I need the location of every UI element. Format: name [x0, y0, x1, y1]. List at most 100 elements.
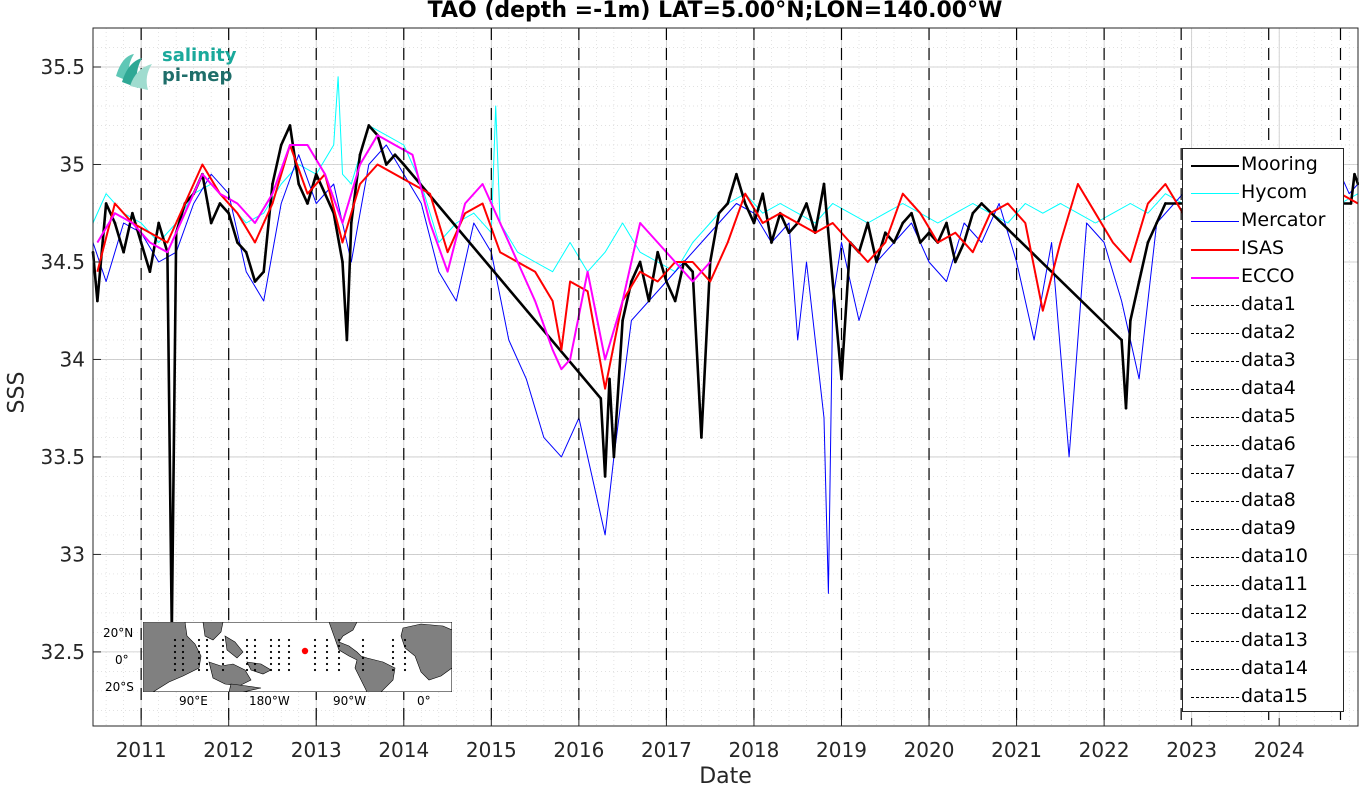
inset-buoy-dot — [269, 644, 273, 648]
mooring-point — [971, 211, 975, 215]
mooring-point — [1137, 280, 1141, 283]
series-line-mercator — [92, 144, 1359, 594]
y-tick-label: 32.5 — [40, 640, 85, 664]
inset-buoy-dot — [269, 650, 273, 654]
mooring-point — [980, 202, 983, 205]
legend-swatch — [1191, 333, 1239, 334]
mooring-point — [104, 202, 108, 205]
inset-buoy-dot — [403, 650, 407, 654]
mooring-point — [770, 241, 773, 244]
mooring-point — [358, 153, 362, 157]
x-tick-label: 2018 — [728, 738, 779, 762]
inset-xtick-180w: 180°W — [249, 694, 290, 708]
mooring-point — [1146, 241, 1150, 244]
mooring-point — [603, 475, 607, 478]
inset-buoy-dot — [287, 644, 291, 648]
x-tick-label: 2021 — [991, 738, 1042, 762]
mooring-point — [630, 280, 633, 283]
inset-buoy-dot — [391, 638, 395, 642]
mooring-point — [1120, 338, 1123, 342]
inset-buoy-dot — [181, 650, 185, 654]
mooring-point — [393, 153, 397, 157]
mooring-point — [954, 260, 957, 264]
inset-buoy-dot — [391, 662, 395, 666]
inset-buoy-dot — [253, 662, 257, 666]
x-tick-label: 2024 — [1254, 738, 1305, 762]
inset-buoy-dot — [313, 644, 317, 648]
legend-swatch — [1191, 613, 1239, 614]
inset-buoy-dot — [173, 638, 177, 642]
inset-buoy-dot — [221, 668, 225, 672]
inset-buoy-dot — [337, 662, 341, 666]
legend-label: data10 — [1241, 545, 1308, 567]
inset-buoy-dot — [245, 662, 249, 666]
inset-buoy-dot — [403, 668, 407, 672]
mooring-point — [345, 338, 349, 342]
legend-swatch — [1191, 445, 1239, 446]
inset-buoy-dot — [337, 668, 341, 672]
inset-buoy-dot — [245, 650, 249, 654]
inset-buoy-dot — [361, 656, 365, 660]
inset-buoy-dot — [325, 662, 329, 666]
inset-buoy-dot — [253, 656, 257, 660]
legend-swatch — [1191, 529, 1239, 530]
inset-buoy-dot — [287, 650, 291, 654]
mooring-point — [1129, 319, 1132, 322]
y-tick-label: 34.5 — [40, 250, 85, 274]
mooring-point — [306, 202, 309, 205]
inset-buoy-dot — [181, 638, 185, 642]
inset-buoy-dot — [313, 656, 317, 660]
inset-buoy-dot — [221, 650, 225, 654]
inset-buoy-dot — [245, 668, 249, 672]
inset-buoy-dot — [313, 662, 317, 666]
inset-buoy-dot — [173, 662, 177, 666]
y-tick-label: 35 — [60, 152, 85, 176]
legend-item-data13: data13 — [1183, 628, 1343, 656]
mooring-point — [831, 280, 835, 283]
mooring-point — [1349, 202, 1353, 205]
inset-buoy-dot — [221, 662, 225, 666]
legend-swatch — [1191, 221, 1239, 222]
mooring-point — [271, 182, 274, 186]
legend-item-data2: data2 — [1183, 320, 1343, 348]
inset-buoy-dot — [277, 644, 281, 648]
legend-item-ecco: ECCO — [1183, 264, 1343, 292]
x-tick-label: 2020 — [904, 738, 955, 762]
axes-box — [92, 27, 1359, 727]
x-tick-label: 2015 — [466, 738, 517, 762]
mooring-point — [822, 182, 826, 186]
inset-buoy-dot — [253, 650, 257, 654]
inset-buoy-dot — [181, 668, 185, 672]
inset-buoy-dot — [337, 638, 341, 642]
mooring-point — [279, 143, 283, 147]
mooring-point — [1164, 202, 1167, 205]
legend-label: data3 — [1241, 349, 1296, 371]
inset-buoy-dot — [205, 638, 209, 642]
legend-item-data11: data11 — [1183, 572, 1343, 600]
inset-buoy-dot — [325, 644, 329, 648]
mooring-point — [656, 250, 659, 254]
mooring-point — [1353, 172, 1356, 176]
inset-buoy-dot — [173, 668, 177, 672]
mooring-point — [647, 299, 651, 303]
inset-buoy-dot — [403, 656, 407, 660]
legend-item-hycom: Hycom — [1183, 180, 1343, 208]
x-tick-label: 2019 — [816, 738, 867, 762]
logo-text-salinity: salinity — [162, 45, 237, 66]
inset-buoy-dot — [245, 638, 249, 642]
logo-waves-icon — [116, 54, 152, 90]
x-axis-label: Date — [699, 764, 752, 789]
legend-swatch — [1191, 277, 1239, 279]
axes: 32.5 33 33.5 34 34.5 35 35.5 2011 2012 2013 2014 20… — [40, 27, 1359, 762]
salinity-pimep-logo: salinity pi-mep — [112, 46, 242, 94]
mooring-point — [262, 270, 266, 274]
mooring-point — [236, 241, 239, 244]
legend-item-data15: data15 — [1183, 684, 1343, 712]
mooring-point — [735, 172, 738, 176]
legend-swatch — [1191, 669, 1239, 670]
mooring-point — [883, 231, 887, 235]
mooring-point — [787, 231, 791, 235]
legend-label: Mercator — [1241, 209, 1326, 231]
mooring-point — [608, 377, 611, 381]
mooring-point — [253, 280, 257, 283]
